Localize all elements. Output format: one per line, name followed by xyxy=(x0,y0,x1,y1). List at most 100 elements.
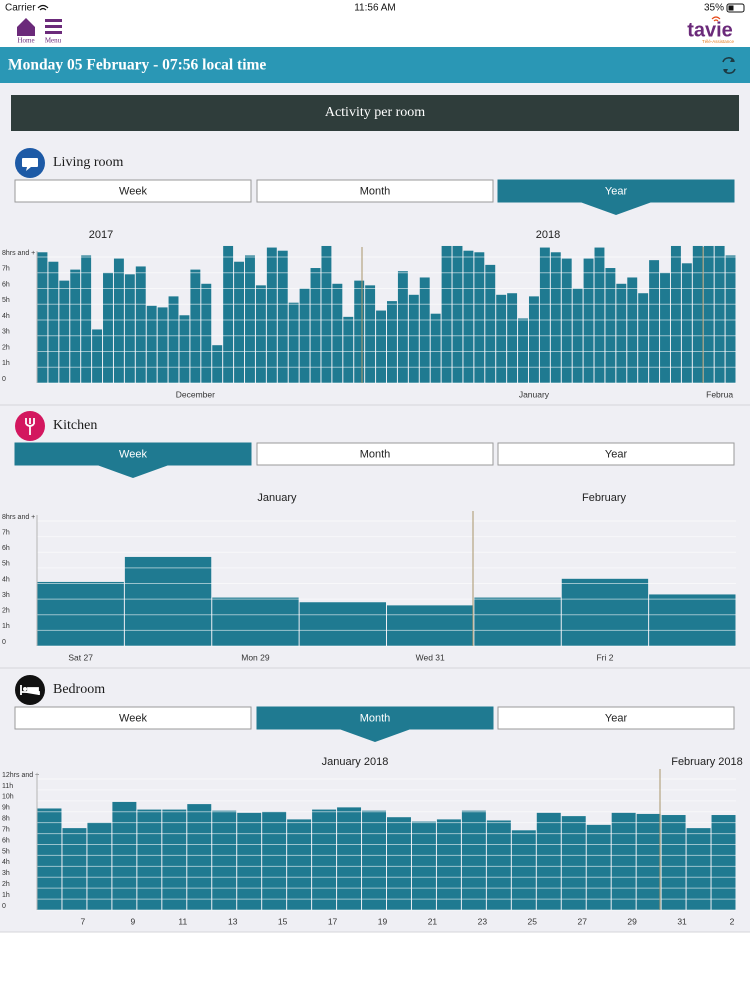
menu-bar xyxy=(45,19,62,22)
bar xyxy=(162,809,187,910)
bar xyxy=(636,813,661,910)
bar xyxy=(113,258,124,383)
bar xyxy=(661,815,686,910)
bar xyxy=(419,277,430,383)
bar xyxy=(234,261,245,383)
home-button[interactable]: Home xyxy=(17,18,35,45)
tab[interactable] xyxy=(256,442,494,466)
y-tick-label: 7h xyxy=(2,266,10,273)
tab-label: Week xyxy=(119,712,147,724)
bar xyxy=(288,302,299,383)
bar xyxy=(37,808,62,910)
bar xyxy=(511,830,536,910)
x-tick-label: Fri 2 xyxy=(596,652,613,662)
bar xyxy=(692,245,703,383)
y-tick-label: 1h xyxy=(2,623,10,630)
wifi-icon xyxy=(37,4,49,11)
y-tick-label: 4h xyxy=(2,576,10,583)
room-icon-glyph xyxy=(26,167,31,171)
bar xyxy=(616,283,627,383)
x-tick-label: December xyxy=(176,389,215,399)
logo-tagline: Télé-Assistance xyxy=(702,39,735,44)
battery-fill xyxy=(728,5,734,11)
tab[interactable] xyxy=(256,179,494,203)
x-tick-label: 11 xyxy=(178,916,187,926)
title-bar xyxy=(11,95,739,131)
refresh-button[interactable] xyxy=(722,57,736,74)
y-tick-label: 2h xyxy=(2,881,10,888)
room-title: Bedroom xyxy=(53,682,105,697)
bar xyxy=(277,250,288,383)
y-tick-label: 12hrs and + xyxy=(2,772,39,779)
room-title: Living room xyxy=(53,155,123,170)
bar xyxy=(245,255,255,383)
bar xyxy=(387,605,474,646)
x-tick-label: 29 xyxy=(627,916,637,926)
x-tick-label: 27 xyxy=(577,916,587,926)
bar xyxy=(627,277,638,383)
bar xyxy=(62,828,87,910)
bar xyxy=(485,264,496,383)
y-tick-label: 8hrs and + xyxy=(2,514,35,521)
bar xyxy=(461,810,486,910)
y-tick-label: 0 xyxy=(2,903,6,910)
tab-label: Week xyxy=(119,185,147,197)
bar xyxy=(441,245,452,383)
bar xyxy=(187,804,212,910)
bar xyxy=(48,261,59,383)
tab-label: Week xyxy=(119,448,147,460)
bar xyxy=(463,250,474,383)
carrier: Carrier xyxy=(5,3,36,14)
bar xyxy=(660,272,670,383)
y-tick-label: 11h xyxy=(2,783,13,790)
bar xyxy=(212,810,237,910)
tab[interactable] xyxy=(497,442,735,466)
x-tick-label: 23 xyxy=(478,916,488,926)
bar xyxy=(670,245,681,383)
x-tick-label: Wed 31 xyxy=(416,652,445,662)
bar xyxy=(59,280,70,383)
tab[interactable] xyxy=(497,706,735,730)
bar xyxy=(137,809,162,910)
refresh-arrows xyxy=(723,58,735,73)
x-tick-label: 9 xyxy=(130,916,135,926)
x-tick-label: 21 xyxy=(428,916,438,926)
battery-icon xyxy=(726,3,745,13)
bar xyxy=(190,269,201,383)
y-tick-label: 8h xyxy=(2,816,10,823)
x-tick-label: 17 xyxy=(328,916,338,926)
x-tick-label: 19 xyxy=(378,916,388,926)
bar xyxy=(474,252,485,383)
bar xyxy=(496,294,507,383)
period-label: 2017 xyxy=(89,229,113,241)
x-tick-label: 7 xyxy=(81,916,86,926)
bar xyxy=(539,247,550,383)
bar xyxy=(536,812,561,910)
tab[interactable] xyxy=(14,706,252,730)
bar xyxy=(255,285,266,383)
bar xyxy=(452,245,463,383)
bar xyxy=(266,247,277,383)
x-tick-label: 2 xyxy=(730,916,735,926)
bar xyxy=(223,245,234,383)
bar xyxy=(474,597,561,646)
period-label: January 2018 xyxy=(322,756,389,768)
bar xyxy=(237,812,262,910)
bar xyxy=(507,293,518,383)
x-tick-label: 13 xyxy=(228,916,238,926)
bar xyxy=(124,274,135,383)
bar xyxy=(365,285,376,383)
tab[interactable] xyxy=(14,179,252,203)
x-tick-label: Februa xyxy=(706,389,733,399)
menu-label: Menu xyxy=(45,37,62,45)
tab-label: Month xyxy=(360,712,391,724)
bar xyxy=(343,316,354,383)
bar xyxy=(376,310,386,383)
page-title: Activity per room xyxy=(325,105,425,120)
y-tick-label: 2h xyxy=(2,608,10,615)
bar xyxy=(70,269,81,383)
period-label: February 2018 xyxy=(671,756,743,768)
bar xyxy=(638,293,649,383)
x-tick-label: 31 xyxy=(677,916,687,926)
menu-button[interactable]: Menu xyxy=(45,19,62,45)
